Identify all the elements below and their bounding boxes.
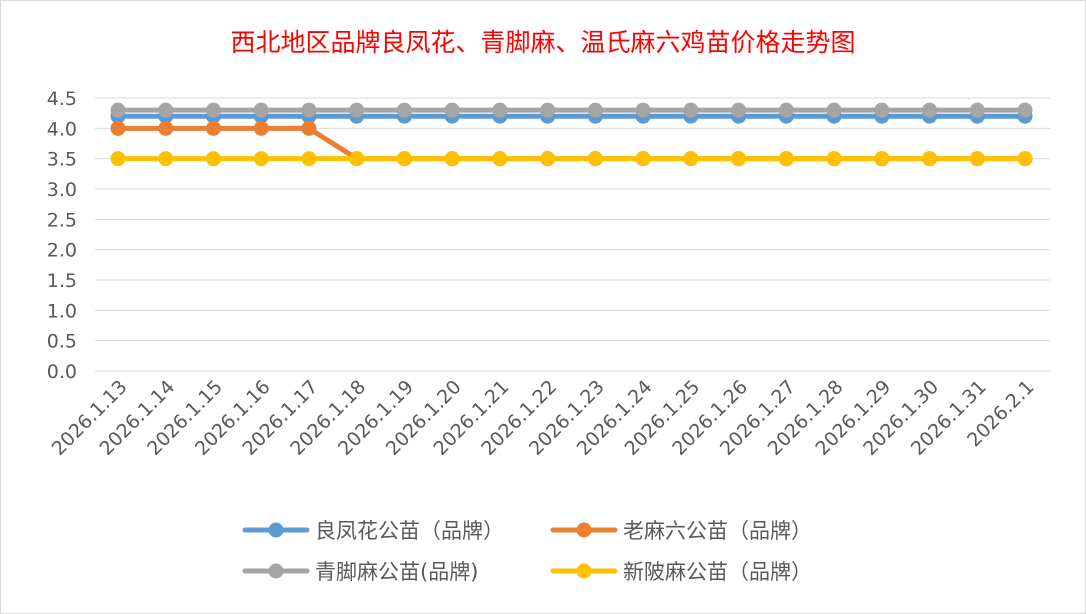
series-FFC000 xyxy=(110,151,1033,167)
data-point xyxy=(922,151,938,167)
y-tick-label: 3.0 xyxy=(47,179,77,201)
data-point xyxy=(1017,151,1033,167)
data-point xyxy=(205,120,221,136)
y-tick-label: 0.5 xyxy=(47,331,77,353)
legend-label: 良凤花公苗（品牌） xyxy=(315,519,504,543)
data-point xyxy=(253,120,269,136)
data-point xyxy=(301,151,317,167)
y-tick-label: 2.0 xyxy=(47,240,77,262)
data-point xyxy=(349,102,365,118)
data-point xyxy=(731,151,747,167)
data-point xyxy=(635,102,651,118)
data-point xyxy=(778,151,794,167)
gridlines xyxy=(95,97,1050,372)
y-tick-label: 4.5 xyxy=(47,88,77,110)
data-point xyxy=(540,151,556,167)
data-point xyxy=(444,151,460,167)
y-tick-label: 1.0 xyxy=(47,300,77,322)
data-point xyxy=(396,102,412,118)
legend-marker xyxy=(268,563,284,579)
data-point xyxy=(301,102,317,118)
data-point xyxy=(205,102,221,118)
y-tick-label: 2.5 xyxy=(47,209,77,231)
legend-label: 老麻六公苗（品牌） xyxy=(623,519,812,543)
y-tick-label: 0.0 xyxy=(47,361,77,383)
legend-marker xyxy=(576,563,592,579)
data-point xyxy=(110,120,126,136)
data-point xyxy=(492,102,508,118)
data-point xyxy=(205,151,221,167)
data-point xyxy=(540,102,556,118)
data-point xyxy=(683,102,699,118)
y-tick-label: 4.0 xyxy=(47,118,77,140)
data-point xyxy=(444,102,460,118)
legend-label: 青脚麻公苗(品牌) xyxy=(315,560,478,584)
data-point xyxy=(110,151,126,167)
data-point xyxy=(158,151,174,167)
data-point xyxy=(349,151,365,167)
legend-item: 青脚麻公苗(品牌) xyxy=(242,560,478,584)
data-point xyxy=(158,102,174,118)
data-point xyxy=(253,102,269,118)
legend-item: 新陂麻公苗（品牌） xyxy=(550,560,812,584)
series-lines xyxy=(110,102,1033,167)
legend-label: 新陂麻公苗（品牌） xyxy=(623,560,812,584)
data-point xyxy=(731,102,747,118)
series-A5A5A5 xyxy=(110,102,1033,118)
data-point xyxy=(253,151,269,167)
data-point xyxy=(874,102,890,118)
y-tick-label: 1.5 xyxy=(47,270,77,292)
legend-item: 老麻六公苗（品牌） xyxy=(550,519,812,543)
legend-item: 良凤花公苗（品牌） xyxy=(242,519,504,543)
data-point xyxy=(1017,102,1033,118)
y-axis-ticks: 0.0 0.5 1.0 1.5 2.0 2.5 3.0 3.5 4.0 4.5 xyxy=(47,88,77,383)
data-point xyxy=(301,120,317,136)
data-point xyxy=(826,102,842,118)
legend-marker xyxy=(268,522,284,538)
data-point xyxy=(587,151,603,167)
data-point xyxy=(969,151,985,167)
data-point xyxy=(158,120,174,136)
data-point xyxy=(396,151,412,167)
data-point xyxy=(874,151,890,167)
data-point xyxy=(492,151,508,167)
legend-marker xyxy=(576,522,592,538)
data-point xyxy=(922,102,938,118)
data-point xyxy=(683,151,699,167)
legend: 良凤花公苗（品牌） 老麻六公苗（品牌） 青脚麻公苗(品牌) 新陂麻公苗（品牌） xyxy=(242,519,812,584)
data-point xyxy=(969,102,985,118)
y-tick-label: 3.5 xyxy=(47,149,77,171)
data-point xyxy=(778,102,794,118)
data-point xyxy=(826,151,842,167)
chart-title: 西北地区品牌良凤花、青脚麻、温氏麻六鸡苗价格走势图 xyxy=(230,28,855,57)
data-point xyxy=(110,102,126,118)
data-point xyxy=(587,102,603,118)
data-point xyxy=(635,151,651,167)
